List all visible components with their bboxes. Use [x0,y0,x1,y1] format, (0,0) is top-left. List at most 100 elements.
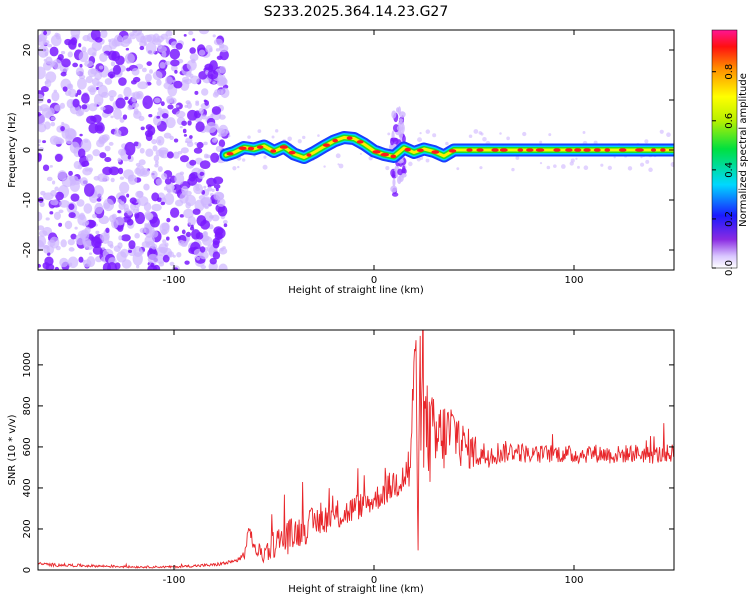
noise-blob [217,198,226,207]
noise-blob [108,214,117,223]
noise-blob [80,138,92,153]
spectrogram-y-tick-label: 10 [22,94,33,107]
noise-blob [271,135,275,139]
noise-blob [152,145,158,152]
noise-blob [60,71,67,77]
noise-blob [419,156,424,160]
noise-blob [195,102,200,106]
noise-blob [445,141,449,146]
noise-blob [607,165,613,171]
noise-blob [47,98,52,104]
snr-y-tick-label: 0 [22,567,33,573]
noise-blob [53,211,61,220]
noise-blob [213,184,221,189]
ridge-peak [238,146,247,151]
noise-blob [198,30,210,35]
noise-blob [548,133,552,137]
noise-blob [392,170,396,178]
noise-blob [97,173,108,183]
noise-blob [151,138,157,145]
noise-blob [206,122,217,133]
colorbar-tick-label: 0.8 [724,64,735,80]
noise-blob [108,166,120,176]
noise-blob [131,92,136,98]
noise-blob [212,240,220,249]
noise-blob [79,133,83,137]
noise-blob [515,156,520,160]
noise-blob [70,233,77,240]
noise-blob [81,46,87,53]
noise-blob [100,30,108,39]
noise-blob [58,209,64,214]
spectrogram-y-tick-label: 0 [22,147,33,153]
noise-blob [54,153,63,162]
noise-blob [109,244,114,249]
noise-blob [150,262,155,268]
noise-blob [85,75,93,84]
noise-blob [81,160,90,167]
noise-blob [38,66,46,80]
noise-blob [83,203,93,214]
noise-blob [179,171,185,176]
noise-blob [335,153,341,159]
noise-blob [76,199,85,207]
noise-blob [600,163,604,167]
noise-blob [84,60,94,68]
noise-blob [38,139,42,143]
spectrogram-x-tick-label: 100 [564,275,583,286]
noise-blob [108,50,117,61]
noise-blob [81,104,88,110]
noise-blob [182,128,187,134]
noise-blob [468,134,473,139]
noise-blob [194,142,198,145]
noise-blob [143,183,150,191]
noise-blob [120,43,124,46]
noise-blob [162,239,167,244]
noise-blob [122,114,128,120]
noise-blob [151,243,158,250]
noise-blob [257,129,262,134]
noise-blob [86,256,96,268]
noise-blob [152,175,156,180]
ridge-peak [226,151,234,156]
noise-blob [173,225,180,232]
noise-blob [172,151,180,159]
ridge-peak [431,150,440,154]
noise-blob [167,251,175,258]
noise-blob [215,187,219,192]
ridge-peak [270,149,277,153]
noise-blob [147,264,158,270]
spectrogram-y-tick-label: -20 [22,242,33,258]
noise-blob [165,76,173,85]
noise-blob [432,133,437,138]
noise-blob [61,58,71,68]
spectral-ridge [219,131,674,164]
noise-blob [140,35,147,44]
noise-blob [129,197,137,204]
noise-blob [138,159,146,166]
noise-blob [402,165,406,174]
noise-blob [417,137,422,143]
noise-blob [175,104,180,108]
noise-blob [149,69,153,74]
noise-blob [146,61,152,66]
noise-blob [302,135,306,140]
noise-blob [218,263,228,270]
noise-blob [287,136,292,142]
noise-blob [66,98,75,109]
noise-blob [142,95,153,110]
noise-blob [399,173,404,182]
noise-blob [145,148,154,157]
noise-blob [160,153,165,158]
noise-blob [659,129,664,134]
noise-blob [398,118,404,123]
ridge-peak [583,148,591,152]
noise-blob [212,81,216,85]
noise-blob [95,230,100,235]
colorbar-gradient [711,29,738,269]
ridge-peak [356,140,364,144]
noise-blob [192,38,196,42]
snr-x-tick-label: -100 [163,575,186,586]
noise-blob [397,121,405,127]
noise-blob [169,48,181,60]
